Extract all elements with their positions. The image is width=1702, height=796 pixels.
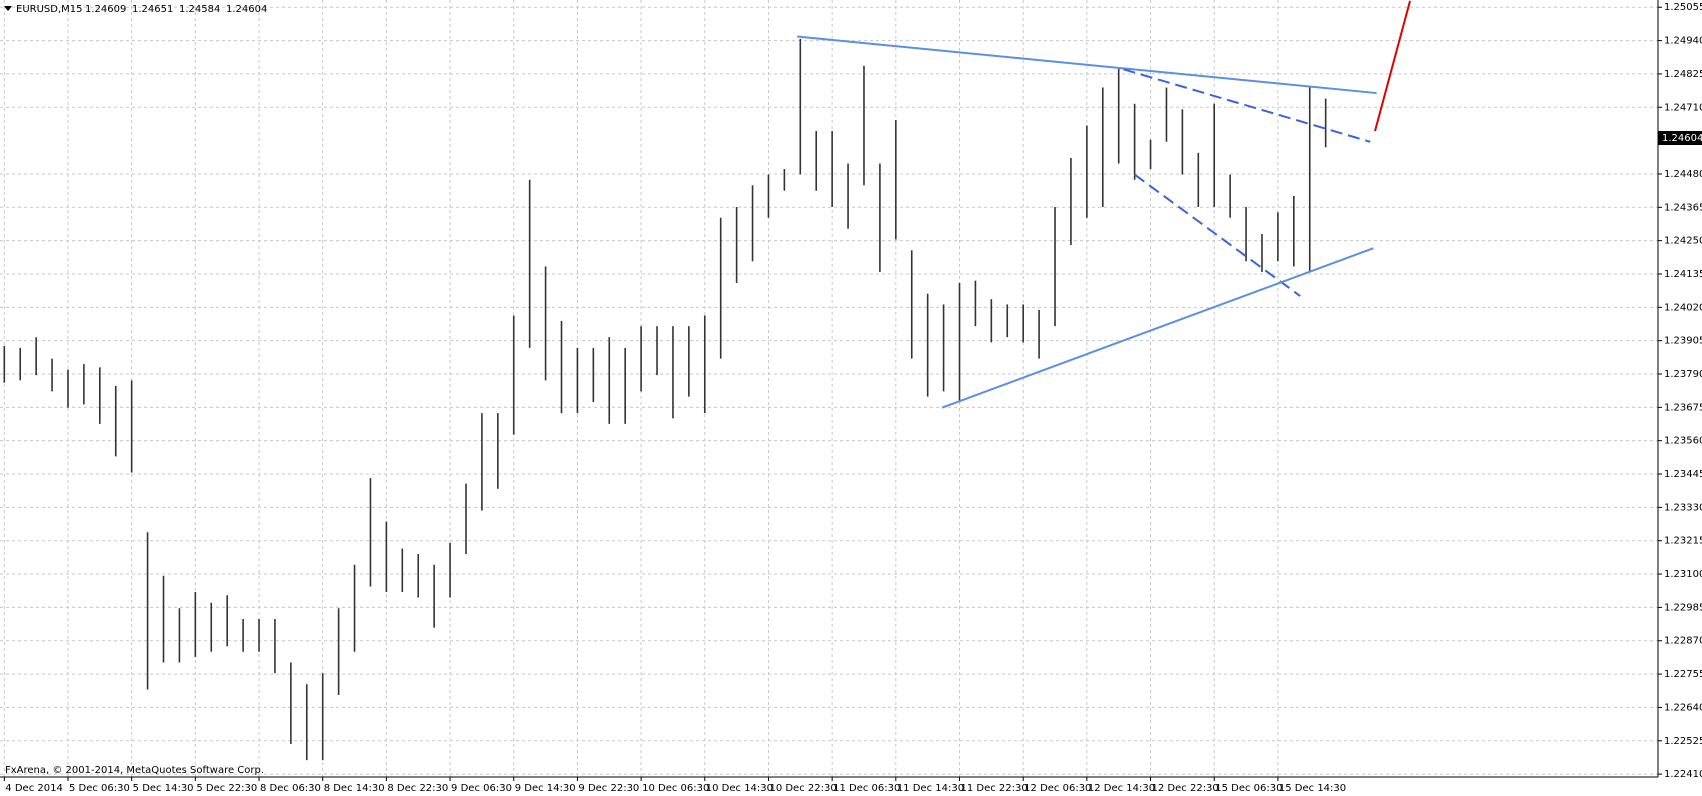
trendline [1123,68,1371,143]
last-price-box [1658,131,1702,146]
y-tick-label: 1.24135 [1664,269,1702,280]
x-tick-label: 12 Dec 22:30 [1152,783,1219,794]
y-tick-label: 1.23905 [1664,336,1702,347]
trendline [797,35,1377,95]
x-tick-label: 11 Dec 06:30 [833,783,900,794]
x-tick-label: 8 Dec 14:30 [324,783,385,794]
y-tick-label: 1.22985 [1664,602,1702,613]
last-price-label: 1.24604 [1662,133,1702,144]
x-tick-label: 8 Dec 06:30 [260,783,321,794]
y-tick-label: 1.24710 [1664,102,1702,113]
y-tick-label: 1.25055 [1664,2,1702,13]
y-tick-label: 1.24250 [1664,236,1702,247]
marks [3,0,1412,761]
x-tick-label: 12 Dec 14:30 [1088,783,1155,794]
ohlc-high: 1.24651 [132,4,173,15]
y-tick-label: 1.24480 [1664,169,1702,180]
y-tick-label: 1.24365 [1664,202,1702,213]
x-tick-label: 9 Dec 06:30 [451,783,512,794]
x-tick-label: 5 Dec 14:30 [133,783,194,794]
x-tick-label: 12 Dec 06:30 [1024,783,1091,794]
y-tick-label: 1.23675 [1664,402,1702,413]
y-tick-label: 1.23215 [1664,536,1702,547]
y-tick-label: 1.22870 [1664,636,1702,647]
y-tick-label: 1.22525 [1664,736,1702,747]
y-tick-label: 1.22410 [1664,769,1702,780]
y-tick-label: 1.22755 [1664,669,1702,680]
y-tick-label: 1.23100 [1664,569,1702,580]
x-tick-label: 8 Dec 22:30 [387,783,448,794]
ohlc-close: 1.24604 [226,4,267,15]
x-tick-label: 5 Dec 06:30 [69,783,130,794]
x-tick-label: 9 Dec 14:30 [515,783,576,794]
trendline [1374,0,1412,132]
symbol: EURUSD,M15 [16,4,82,15]
x-tick-label: 11 Dec 22:30 [961,783,1028,794]
x-tick-label: 15 Dec 06:30 [1215,783,1282,794]
y-tick-label: 1.24940 [1664,36,1702,47]
ohlc-open: 1.24609 [85,4,126,15]
x-tick-label: 10 Dec 14:30 [706,783,773,794]
y-tick-label: 1.23790 [1664,369,1702,380]
x-tick-label: 11 Dec 14:30 [897,783,964,794]
x-tick-label: 4 Dec 2014 [5,783,63,794]
y-tick-label: 1.22640 [1664,702,1702,713]
y-tick-label: 1.24825 [1664,69,1702,80]
x-tick-label: 10 Dec 22:30 [769,783,836,794]
y-tick-label: 1.24020 [1664,302,1702,313]
y-tick-label: 1.23560 [1664,436,1702,447]
y-tick-label: 1.23330 [1664,502,1702,513]
x-tick-label: 9 Dec 22:30 [578,783,639,794]
x-tick-label: 15 Dec 14:30 [1279,783,1346,794]
ohlc-low: 1.24584 [179,4,220,15]
x-tick-label: 10 Dec 06:30 [642,783,709,794]
menu-icon[interactable] [4,6,12,11]
x-tick-label: 5 Dec 22:30 [196,783,257,794]
trendline [1134,173,1301,297]
trendline [941,247,1374,409]
y-tick-label: 1.23445 [1664,469,1702,480]
footer: FxArena, © 2001-2014, MetaQuotes Softwar… [5,765,264,776]
grid [0,0,1658,777]
